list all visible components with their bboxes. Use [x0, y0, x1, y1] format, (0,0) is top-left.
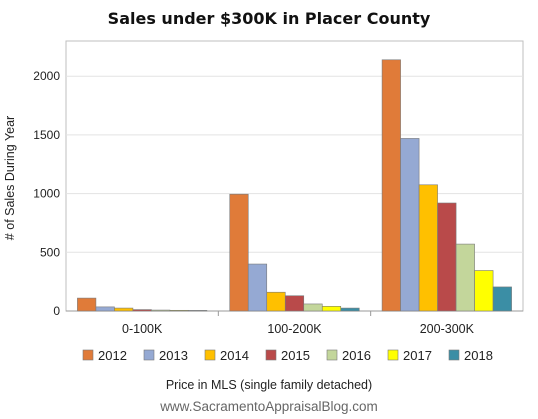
legend-label-2016: 2016 — [342, 348, 371, 363]
bar-2016-0-100K — [151, 309, 171, 312]
bar-2014-200-300K — [418, 184, 438, 312]
bar-2015-100-200K — [284, 295, 305, 312]
bar-2013-100-200K — [247, 263, 268, 312]
bar-2012-0-100K — [77, 297, 97, 312]
y-axis-label: # of Sales During Year — [3, 116, 17, 240]
legend-swatch-2013 — [143, 349, 155, 361]
bar-2014-0-100K — [114, 307, 134, 312]
bar-2017-200-300K — [474, 270, 494, 312]
y-tick-label: 1000 — [33, 187, 60, 201]
bar-2013-200-300K — [400, 138, 420, 312]
legend-swatch-2016 — [326, 349, 338, 361]
bar-2015-200-300K — [437, 202, 457, 312]
bar-2016-200-300K — [455, 243, 475, 312]
bar-2018-0-100K — [188, 310, 208, 312]
legend-swatch-2015 — [265, 349, 277, 361]
footer-url: www.SacramentoAppraisalBlog.com — [159, 399, 378, 414]
bar-2016-100-200K — [303, 303, 323, 312]
x-axis-label: Price in MLS (single family detached) — [166, 378, 372, 392]
x-tick-label: 200-300K — [420, 322, 475, 336]
bar-2018-100-200K — [340, 307, 360, 312]
bar-2015-0-100K — [132, 309, 152, 312]
bar-2017-0-100K — [169, 309, 189, 312]
bar-2018-200-300K — [492, 286, 512, 312]
bar-2013-0-100K — [95, 306, 115, 312]
legend-label-2017: 2017 — [403, 348, 432, 363]
bar-2017-100-200K — [321, 306, 342, 312]
bar-2012-200-300K — [381, 59, 401, 312]
y-tick-label: 1500 — [33, 128, 60, 142]
legend-swatch-2012 — [82, 349, 94, 361]
legend-swatch-2014 — [204, 349, 216, 361]
bar-2012-100-200K — [229, 193, 249, 312]
y-tick-label: 0 — [53, 304, 60, 318]
chart-title: Sales under $300K in Placer County — [108, 9, 431, 28]
y-tick-label: 2000 — [33, 69, 60, 83]
legend-label-2015: 2015 — [281, 348, 310, 363]
bar-2014-100-200K — [266, 291, 286, 312]
plot-area: 0 500 1000 1500 2000 0-100K 100-200K 200-300K — [33, 40, 524, 336]
x-tick-label: 0-100K — [122, 322, 163, 336]
legend-label-2014: 2014 — [220, 348, 249, 363]
legend-swatch-2017 — [387, 349, 399, 361]
legend-swatch-2018 — [448, 349, 460, 361]
legend-label-2018: 2018 — [464, 348, 493, 363]
legend-label-2012: 2012 — [98, 348, 127, 363]
legend: 2012 2013 2014 2015 2016 2017 2018 — [82, 348, 493, 363]
x-tick-label: 100-200K — [267, 322, 322, 336]
legend-label-2013: 2013 — [159, 348, 188, 363]
y-tick-label: 500 — [40, 245, 60, 259]
